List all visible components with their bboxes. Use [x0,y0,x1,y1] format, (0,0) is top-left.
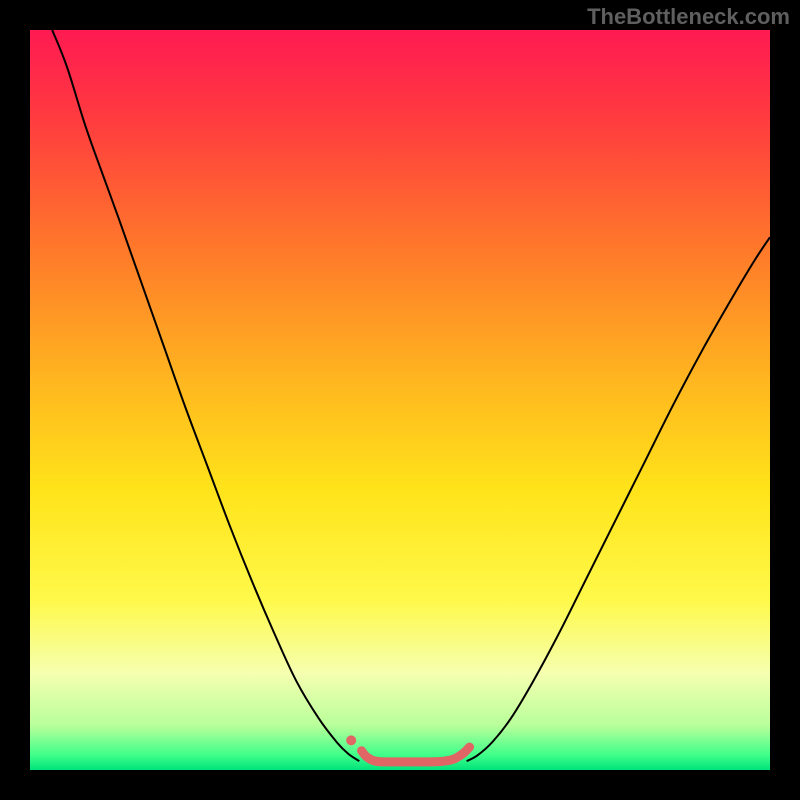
watermark-text: TheBottleneck.com [587,4,790,30]
chart-background [30,30,770,770]
highlight-dot [346,735,356,745]
bottleneck-chart [0,0,800,800]
chart-container: TheBottleneck.com [0,0,800,800]
